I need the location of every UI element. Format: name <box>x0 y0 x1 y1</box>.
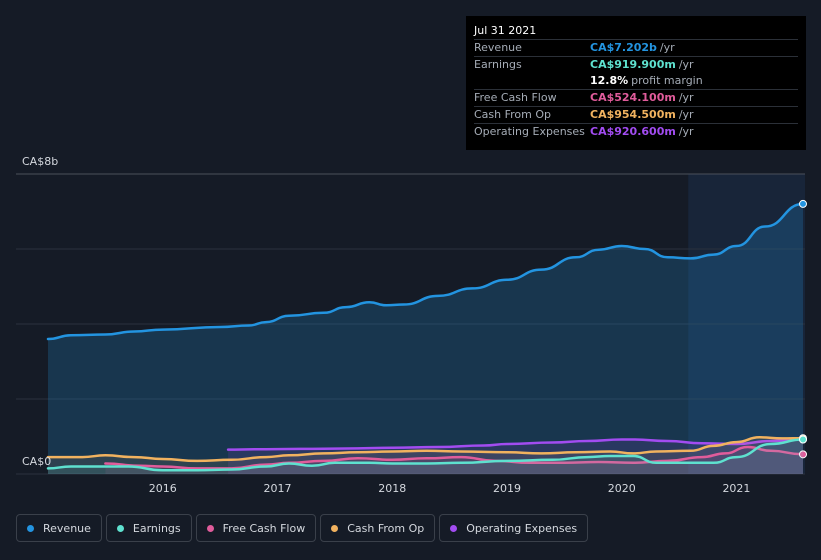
tooltip-unit: /yr <box>678 125 694 138</box>
tooltip-row-revenue: Revenue CA$7.202b /yr <box>474 39 798 56</box>
legend-dot-icon <box>116 524 124 532</box>
series-line-revenue <box>46 202 805 341</box>
legend-label: Free Cash Flow <box>222 521 306 535</box>
series-area-free-cash-flow <box>105 447 803 474</box>
series-area-cash-from-op <box>48 437 803 474</box>
legend-dot-icon <box>27 524 34 532</box>
series-end-point-revenue <box>799 199 807 208</box>
tooltip-label: Operating Expenses <box>474 125 585 138</box>
series-line-free-cash-flow <box>104 445 805 470</box>
series-line-cash-from-op <box>46 436 805 463</box>
x-tick-label: 2020 <box>608 482 636 495</box>
legend-dot-icon <box>331 524 339 532</box>
x-tick-label: 2019 <box>493 482 521 495</box>
tooltip-value: 12.8% <box>590 74 629 87</box>
tooltip-row-free-cash-flow: Free Cash Flow CA$524.100m /yr <box>474 89 798 106</box>
series-line-operating-expenses <box>226 438 805 451</box>
series-end-point-earnings <box>799 435 807 444</box>
tooltip-value: CA$954.500m <box>590 108 676 121</box>
tooltip-row-cash-from-op: Cash From Op CA$954.500m /yr <box>474 106 798 123</box>
y-axis-label-zero: CA$0 <box>22 455 51 468</box>
legend-label: Revenue <box>43 521 91 535</box>
tooltip-value: CA$919.900m <box>590 58 676 71</box>
tooltip-row-operating-expenses: Operating Expenses CA$920.600m /yr <box>474 123 798 140</box>
legend-dot-icon <box>450 524 458 532</box>
tooltip-label: Revenue <box>474 41 522 54</box>
series-area-revenue <box>48 203 803 474</box>
legend-label: Operating Expenses <box>466 521 578 535</box>
tooltip-unit: /yr <box>678 91 694 104</box>
tooltip-unit: profit margin <box>631 74 703 87</box>
legend-item-operating-expenses[interactable]: Operating Expenses <box>439 514 589 542</box>
tooltip-value: CA$920.600m <box>590 125 676 138</box>
x-tick-label: 2016 <box>149 482 177 495</box>
series-line-earnings <box>46 438 805 472</box>
legend-label: Earnings <box>132 521 181 535</box>
x-tick-label: 2018 <box>378 482 406 495</box>
tooltip-row-margin: 12.8% profit margin <box>474 73 798 89</box>
tooltip-row-earnings: Earnings CA$919.900m /yr <box>474 56 798 73</box>
x-tick-label: 2021 <box>722 482 750 495</box>
tooltip-label: Earnings <box>474 58 522 71</box>
series-area-earnings <box>48 439 803 474</box>
series-end-point-free-cash-flow <box>799 450 807 459</box>
legend: Revenue Earnings Free Cash Flow Cash Fro… <box>16 514 589 542</box>
tooltip-label: Cash From Op <box>474 108 552 121</box>
legend-label: Cash From Op <box>347 521 425 535</box>
tooltip-value: CA$524.100m <box>590 91 676 104</box>
tooltip-unit: /yr <box>678 108 694 121</box>
legend-item-cash-from-op[interactable]: Cash From Op <box>320 514 436 542</box>
legend-item-earnings[interactable]: Earnings <box>105 514 192 542</box>
legend-dot-icon <box>206 524 214 532</box>
tooltip: Jul 31 2021 Revenue CA$7.202b /yr Earnin… <box>466 16 806 150</box>
x-tick-label: 2017 <box>263 482 291 495</box>
tooltip-value: CA$7.202b <box>590 41 657 54</box>
tooltip-date: Jul 31 2021 <box>474 24 537 37</box>
legend-item-free-cash-flow[interactable]: Free Cash Flow <box>195 514 317 542</box>
tooltip-label <box>474 73 590 89</box>
legend-item-revenue[interactable]: Revenue <box>16 514 102 542</box>
tooltip-label: Free Cash Flow <box>474 91 557 104</box>
y-axis-label-max: CA$8b <box>22 155 58 168</box>
tooltip-unit: /yr <box>659 41 675 54</box>
tooltip-unit: /yr <box>678 58 694 71</box>
